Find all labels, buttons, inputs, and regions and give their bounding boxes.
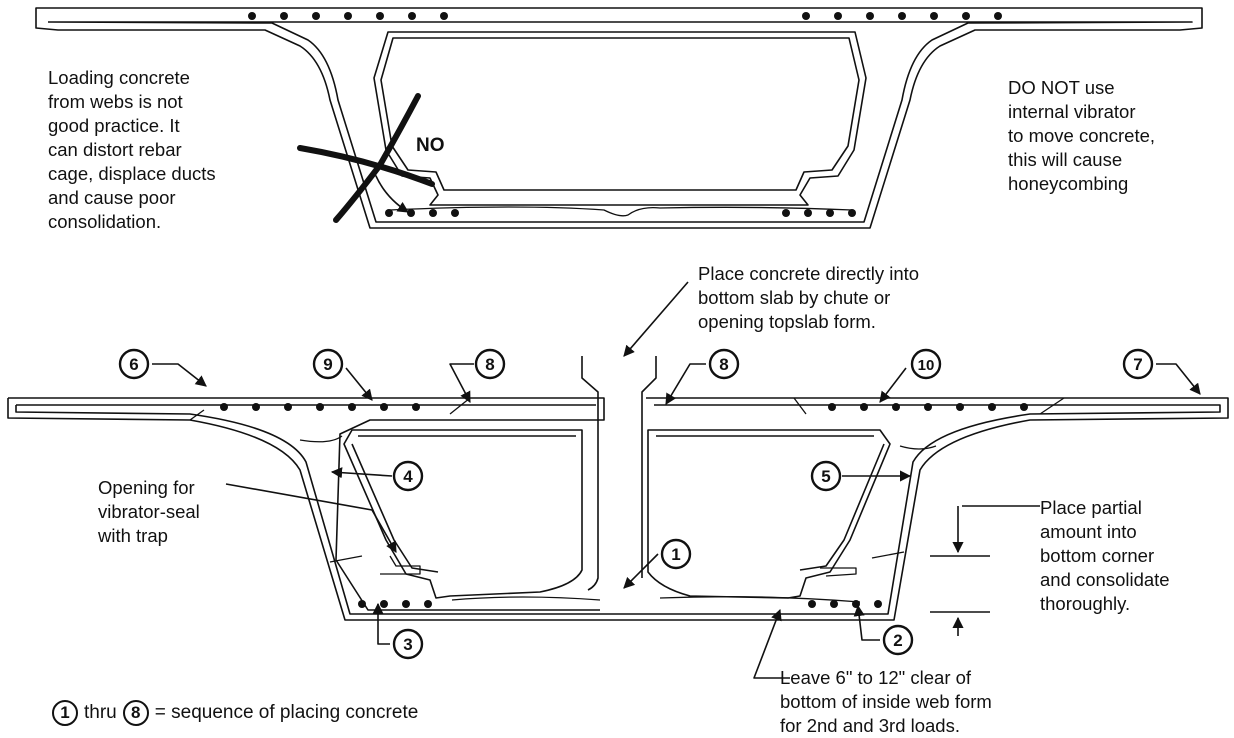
- seq-label-9: 9: [323, 355, 332, 374]
- bottom-girder-rebar: [220, 403, 1028, 608]
- seq-label-3: 3: [403, 635, 412, 654]
- crossed-out-web-loading: [297, 93, 435, 223]
- note-loading-from-webs: Loading concrete from webs is not good p…: [48, 67, 216, 232]
- top-girder-section: [35, 7, 1203, 229]
- note-partial-amount: Place partial amount into bottom corner …: [1040, 497, 1170, 614]
- seq-label-1: 1: [671, 545, 680, 564]
- seq-label-7: 7: [1133, 355, 1142, 374]
- legend-end-number: 8: [122, 700, 149, 726]
- seq-label-8-right: 8: [719, 355, 728, 374]
- legend-start-number: 1: [52, 700, 78, 726]
- note-web-form-clearance: Leave 6" to 12" clear of bottom of insid…: [780, 667, 992, 736]
- top-girder-rebar: [248, 12, 1002, 217]
- legend-thru: thru: [84, 702, 117, 723]
- seq-label-2: 2: [893, 631, 902, 650]
- note-chute-placement: Place concrete directly into bottom slab…: [698, 263, 920, 332]
- bottom-girder-section: [7, 356, 1229, 621]
- no-label: NO: [416, 135, 445, 156]
- seq-label-8-left: 8: [485, 355, 494, 374]
- note-no-internal-vibrator: DO NOT use internal vibrator to move con…: [1008, 77, 1156, 194]
- leader-arrows: [152, 281, 1201, 679]
- note-vibrator-opening: Opening for vibrator-seal with trap: [98, 477, 200, 546]
- seq-label-6: 6: [129, 355, 138, 374]
- seq-label-10: 10: [918, 357, 935, 374]
- sequence-circles: [118, 348, 1154, 660]
- legend-text: = sequence of placing concrete: [154, 702, 419, 723]
- seq-label-5: 5: [821, 467, 830, 486]
- seq-label-4: 4: [403, 467, 413, 486]
- sequence-legend: 1 thru 8 = sequence of placing concrete: [52, 698, 418, 728]
